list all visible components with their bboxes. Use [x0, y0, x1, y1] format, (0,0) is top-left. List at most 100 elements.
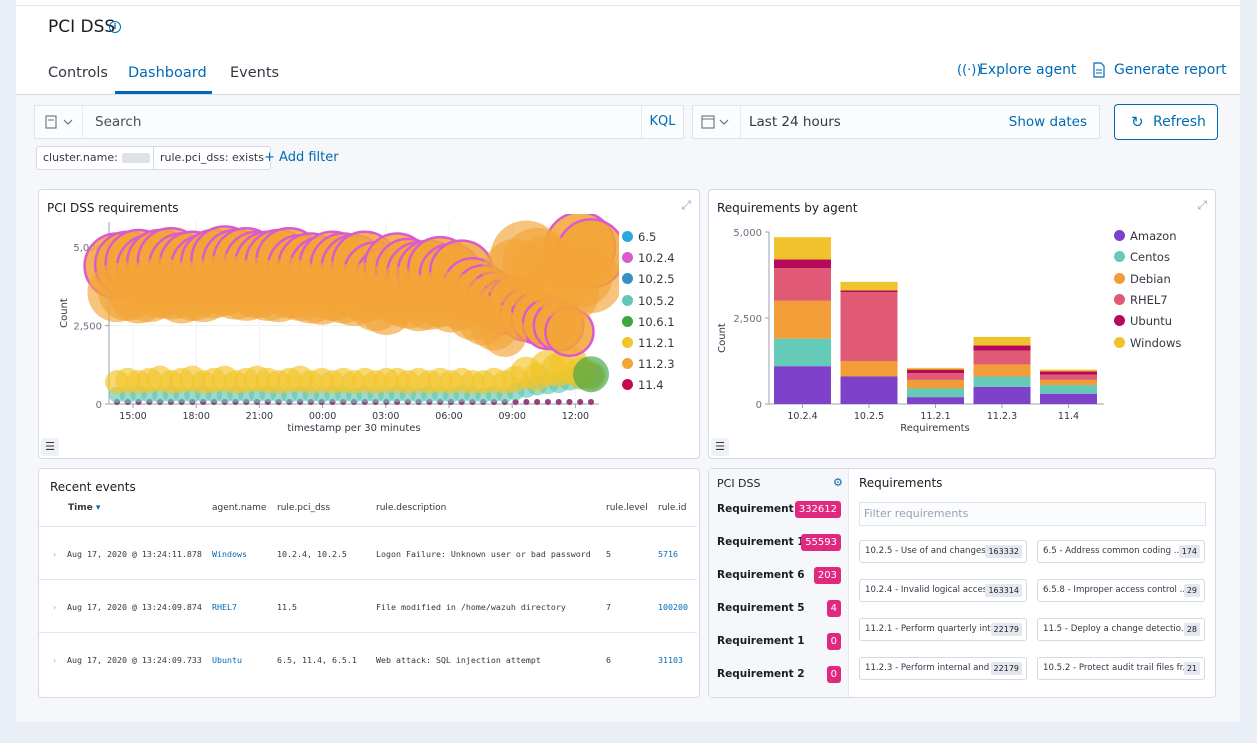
expand-icon[interactable]: ⤢: [1197, 198, 1207, 212]
filter-pill-label: cluster.name:: [43, 151, 118, 164]
requirement-item[interactable]: Requirement 6: [717, 569, 805, 581]
column-header-agent[interactable]: agent.name: [212, 503, 267, 513]
panel-title: Requirements by agent: [717, 201, 858, 215]
filter-pill-cluster[interactable]: cluster.name:: [36, 146, 157, 170]
explore-agent-button[interactable]: Explore agent: [979, 62, 1077, 78]
requirement-item[interactable]: Requirement 5: [717, 602, 805, 614]
cell-agent[interactable]: RHEL7: [212, 602, 237, 612]
add-filter-button[interactable]: + Add filter: [264, 150, 339, 165]
data-point: [577, 399, 584, 405]
search-bar[interactable]: Search KQL: [34, 105, 684, 139]
tab-controls[interactable]: Controls: [48, 65, 108, 81]
requirement-card-count: 29: [1183, 584, 1200, 597]
column-header-time[interactable]: Time ▾: [68, 503, 101, 513]
column-header-id[interactable]: rule.id: [658, 503, 687, 513]
requirement-card[interactable]: 10.2.5 - Use of and changes to i... 16333…: [859, 540, 1027, 563]
bar-segment: [973, 336, 1031, 346]
column-header-level[interactable]: rule.level: [606, 503, 648, 513]
bar-segment: [774, 300, 831, 339]
cell-agent[interactable]: Windows: [212, 549, 247, 559]
legend-item[interactable]: Amazon: [1114, 229, 1176, 243]
x-tick-label: 11.4: [1058, 411, 1079, 422]
expand-row-icon[interactable]: ›: [53, 549, 57, 559]
cell-description: Logon Failure: Unknown user or bad passw…: [376, 549, 591, 559]
legend-item[interactable]: Ubuntu: [1114, 314, 1172, 328]
legend-item[interactable]: 10.2.4: [622, 251, 675, 265]
legend-item[interactable]: Centos: [1114, 250, 1170, 264]
saved-query-menu[interactable]: [35, 106, 83, 138]
requirement-card-text: 6.5 - Address common coding ...: [1043, 546, 1183, 556]
legend-dot: [1114, 251, 1125, 263]
expand-row-icon[interactable]: ›: [53, 602, 57, 612]
legend-toggle-icon[interactable]: ☰: [41, 438, 59, 456]
requirement-card[interactable]: 10.2.4 - Invalid logical access att... 16…: [859, 579, 1027, 602]
x-tick-label: 09:00: [499, 411, 526, 422]
legend-item[interactable]: 11.2.1: [622, 336, 675, 350]
search-input[interactable]: Search: [95, 114, 142, 130]
info-icon[interactable]: i: [109, 21, 121, 33]
table-row[interactable]: › Aug 17, 2020 @ 13:24:11.878 Windows 10.2.…: [39, 526, 697, 579]
bar-segment: [1040, 379, 1097, 386]
y-axis-label: Count: [59, 298, 70, 328]
requirement-card[interactable]: 11.2.3 - Perform internal and ex... 22179: [859, 657, 1027, 680]
filter-requirements-input[interactable]: Filter requirements: [859, 502, 1206, 526]
legend-label: 10.5.2: [638, 293, 675, 308]
requirement-item[interactable]: Requirement 1: [717, 635, 805, 647]
legend-item[interactable]: 6.5: [622, 230, 656, 244]
calendar-icon: [701, 115, 729, 129]
legend-toggle-icon[interactable]: ☰: [711, 438, 729, 456]
bar-segment: [774, 268, 831, 301]
requirement-count-badge: 0: [826, 633, 841, 650]
table-row[interactable]: › Aug 17, 2020 @ 13:24:09.733 Ubuntu 6.5, 1…: [39, 632, 697, 685]
app-window: PCI DSS i Controls Dashboard Events ((·)…: [16, 0, 1240, 722]
x-tick-label: 11.2.1: [920, 411, 950, 422]
date-range-text[interactable]: Last 24 hours: [749, 114, 841, 130]
expand-icon[interactable]: ⤢: [681, 198, 691, 212]
legend-item[interactable]: Windows: [1114, 336, 1181, 350]
requirement-card-count: 28: [1183, 623, 1200, 636]
table-row[interactable]: › Aug 17, 2020 @ 13:24:09.874 RHEL7 11.5 Fil…: [39, 579, 697, 632]
legend-item[interactable]: 11.2.3: [622, 357, 675, 371]
requirement-card[interactable]: 6.5.8 - Improper access control ... 29: [1037, 579, 1205, 602]
cell-rule-id[interactable]: 5716: [658, 549, 678, 559]
requirements-by-agent-panel: Requirements by agent ⤢ 0 2,500 5,000 Count…: [708, 189, 1216, 459]
cell-rule-id[interactable]: 100200: [658, 602, 688, 612]
requirement-card-text: 11.5 - Deploy a change detectio...: [1043, 624, 1190, 634]
legend-item[interactable]: RHEL7: [1114, 293, 1168, 307]
generate-report-button[interactable]: Generate report: [1114, 62, 1227, 78]
requirement-card[interactable]: 11.2.1 - Perform quarterly inter... 22179: [859, 618, 1027, 641]
legend-item[interactable]: Debian: [1114, 272, 1171, 286]
requirement-card[interactable]: 11.5 - Deploy a change detectio... 28: [1037, 618, 1205, 641]
expand-row-icon[interactable]: ›: [53, 655, 57, 665]
column-header-pci[interactable]: rule.pci_dss: [277, 503, 331, 513]
panel-title: PCI DSS requirements: [47, 201, 179, 215]
requirement-card-count: 174: [1178, 545, 1200, 558]
tab-dashboard[interactable]: Dashboard: [128, 65, 207, 81]
tab-events[interactable]: Events: [230, 65, 280, 81]
legend-item[interactable]: 11.4: [622, 378, 664, 392]
bar-segment: [774, 338, 831, 367]
legend-dot: [622, 315, 633, 327]
kql-toggle[interactable]: KQL: [641, 106, 683, 138]
cell-pci: 11.5: [277, 602, 297, 612]
requirement-item[interactable]: Requirement 11: [717, 536, 812, 548]
legend-item[interactable]: 10.2.5: [622, 272, 675, 286]
show-dates-button[interactable]: Show dates: [1008, 114, 1087, 130]
requirement-card[interactable]: 10.5.2 - Protect audit trail files fr...…: [1037, 657, 1205, 680]
cell-description: Web attack: SQL injection attempt: [376, 655, 541, 665]
gear-icon[interactable]: ⚙: [833, 476, 843, 489]
legend-item[interactable]: 10.6.1: [622, 315, 675, 329]
date-picker[interactable]: Last 24 hours Show dates: [692, 105, 1100, 139]
cell-rule-id[interactable]: 31103: [658, 655, 683, 665]
requirement-item[interactable]: Requirement 2: [717, 668, 805, 680]
recent-events-panel: Recent events Time ▾ agent.name rule.pci…: [38, 468, 700, 698]
x-tick-label: 11.2.3: [987, 411, 1017, 422]
legend-item[interactable]: 10.5.2: [622, 294, 675, 308]
requirement-item[interactable]: Requirement 10: [717, 503, 812, 515]
requirement-card[interactable]: 6.5 - Address common coding ... 174: [1037, 540, 1205, 563]
refresh-button[interactable]: ↻ Refresh: [1114, 104, 1218, 140]
column-header-description[interactable]: rule.description: [376, 503, 447, 513]
calendar-menu[interactable]: [693, 106, 741, 138]
filter-pill-pci[interactable]: rule.pci_dss: exists: [153, 146, 271, 170]
cell-agent[interactable]: Ubuntu: [212, 655, 242, 665]
